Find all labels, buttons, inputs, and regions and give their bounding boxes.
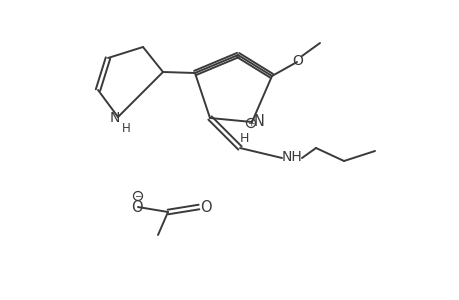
Text: N: N	[253, 115, 264, 130]
Text: +: +	[247, 118, 254, 127]
Text: O: O	[292, 54, 303, 68]
Text: −: −	[134, 191, 141, 200]
Text: H: H	[239, 131, 248, 145]
Text: O: O	[200, 200, 211, 215]
Text: H: H	[121, 122, 130, 134]
Text: N: N	[110, 111, 120, 125]
Text: NH: NH	[281, 150, 302, 164]
Text: O: O	[131, 200, 142, 215]
